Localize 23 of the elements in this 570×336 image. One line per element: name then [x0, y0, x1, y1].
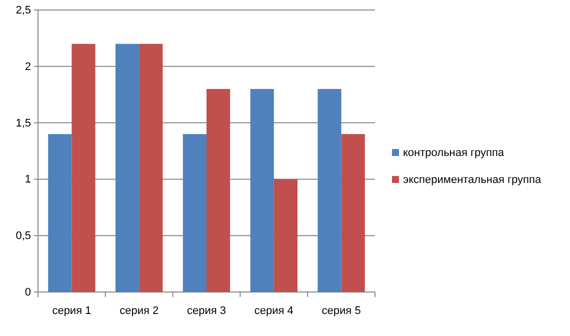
bar: [318, 88, 342, 292]
y-tick-label: 2: [24, 60, 31, 73]
bar: [182, 134, 206, 292]
x-tick-label: серия 1: [52, 304, 92, 317]
bar: [48, 134, 72, 292]
bar: [116, 44, 140, 292]
bar: [341, 134, 365, 292]
y-tick-label: 0: [24, 286, 31, 299]
bar: [72, 44, 96, 292]
bar: [250, 88, 274, 292]
bar: [139, 44, 163, 292]
x-tick-label: серия 5: [322, 304, 361, 317]
x-tick-label: серия 4: [254, 304, 294, 317]
legend-label: экспериментальная группа: [403, 174, 542, 186]
bar: [274, 179, 298, 292]
bar: [206, 88, 230, 292]
y-tick-label: 1: [24, 174, 31, 186]
x-tick-label: серия 3: [186, 304, 226, 317]
x-tick-label: серия 2: [120, 304, 159, 317]
y-tick-label: 1,5: [16, 117, 31, 130]
legend-label: контрольная группа: [403, 147, 505, 159]
y-tick-label: 0,5: [16, 230, 31, 242]
y-tick-label: 2,5: [16, 4, 31, 17]
